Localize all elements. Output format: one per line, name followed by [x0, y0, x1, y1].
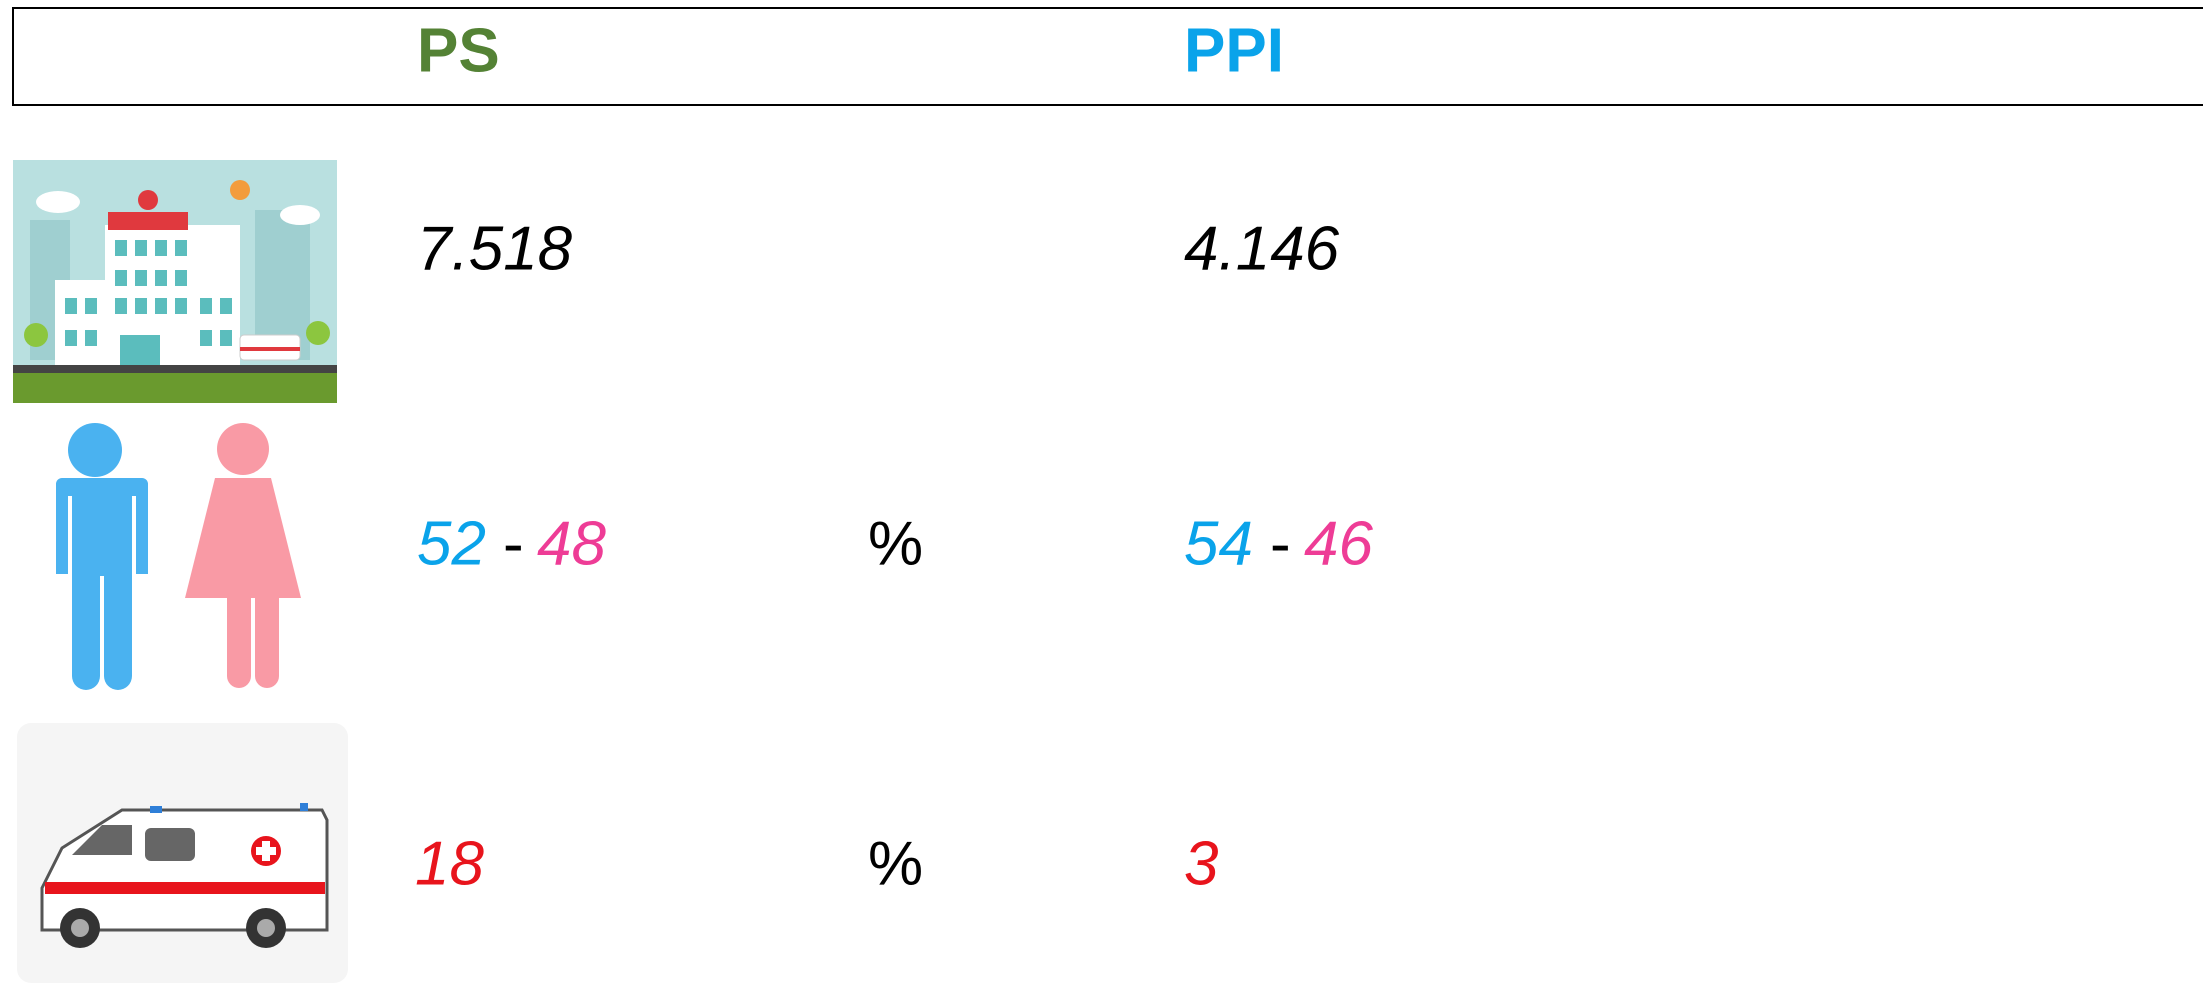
male-ps: 52: [417, 509, 486, 578]
unit: %: [868, 829, 923, 898]
ambulance-ppi: 3: [1184, 829, 1218, 898]
header-ps: PS: [417, 16, 500, 85]
header-box: [13, 8, 2203, 105]
male-ppi: 54: [1184, 509, 1253, 578]
hospitals-ps: 7.518: [417, 214, 573, 283]
female-ppi: 46: [1304, 509, 1373, 578]
people-icon: [52, 423, 301, 690]
page: {"header": {"ps": "PS", "ppi": "PPI"}, "…: [0, 0, 2203, 983]
header-ppi: PPI: [1184, 16, 1284, 85]
hospital-icon: [13, 160, 337, 403]
separator: -: [503, 509, 524, 578]
hospitals-ppi: 4.146: [1184, 214, 1340, 283]
slide: PS PPI: [0, 0, 2203, 983]
separator: -: [1270, 509, 1291, 578]
female-ps: 48: [537, 509, 606, 578]
unit: %: [868, 509, 923, 578]
ambulance-ps: 18: [415, 829, 484, 898]
ambulance-icon: [17, 723, 348, 983]
